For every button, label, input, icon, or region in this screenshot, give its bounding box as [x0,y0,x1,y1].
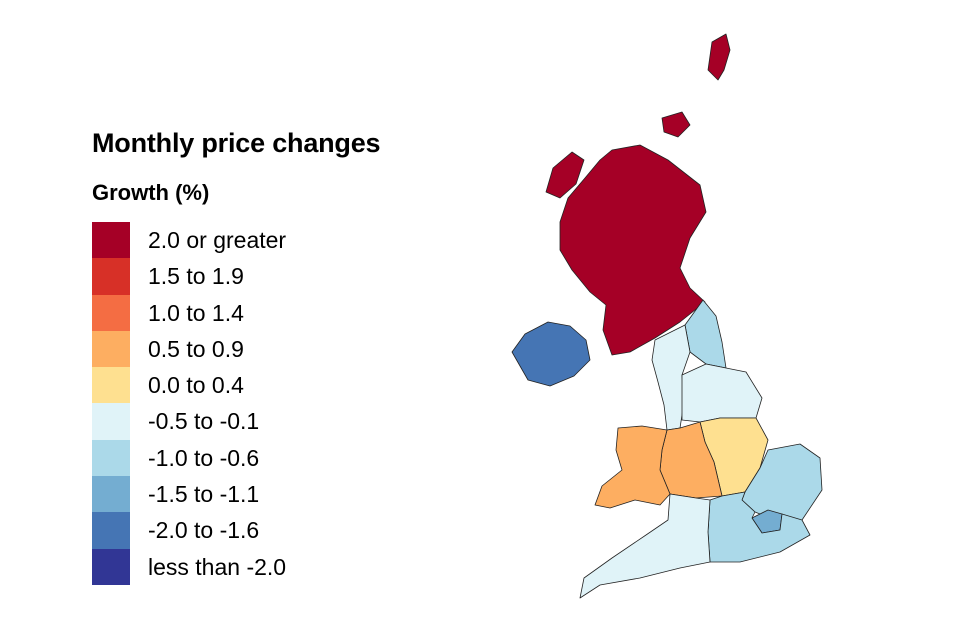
region-scotland-hebrides [545,151,585,199]
region-scotland [559,144,707,356]
region-scotland-orkney [661,111,691,138]
legend-swatch [92,476,130,513]
region-south-east [707,491,811,563]
legend-swatch [92,294,130,331]
legend-label: 0.0 to 0.4 [148,372,244,399]
region-north-east [684,299,727,369]
legend-label: -0.5 to -0.1 [148,408,260,435]
legend-swatch [92,222,130,259]
legend-label: 1.0 to 1.4 [148,299,244,326]
region-scotland-shetland [707,33,731,81]
legend-label: 2.0 or greater [148,227,287,253]
legend-label: -1.5 to -1.1 [148,481,260,508]
region-northern-ireland [511,321,591,387]
legend-swatch [92,548,130,585]
legend-swatch [92,258,130,295]
region-yorkshire [681,363,763,423]
legend-title: Monthly price changes [92,128,381,158]
legend-swatch [92,367,130,404]
uk-regions-map [511,33,823,599]
legend-swatch [92,330,130,368]
region-wales [594,425,671,509]
legend-label: 0.5 to 0.9 [148,335,244,362]
region-south-west [579,493,711,599]
legend-swatch [92,512,130,549]
legend-swatch [92,403,130,440]
legend-subtitle: Growth (%) [92,180,210,205]
legend-label: -2.0 to -1.6 [148,517,260,544]
legend-label: 1.5 to 1.9 [148,263,244,290]
legend-swatch [92,439,130,477]
legend-label: less than -2.0 [148,553,287,580]
legend-label: -1.0 to -0.6 [148,444,260,471]
